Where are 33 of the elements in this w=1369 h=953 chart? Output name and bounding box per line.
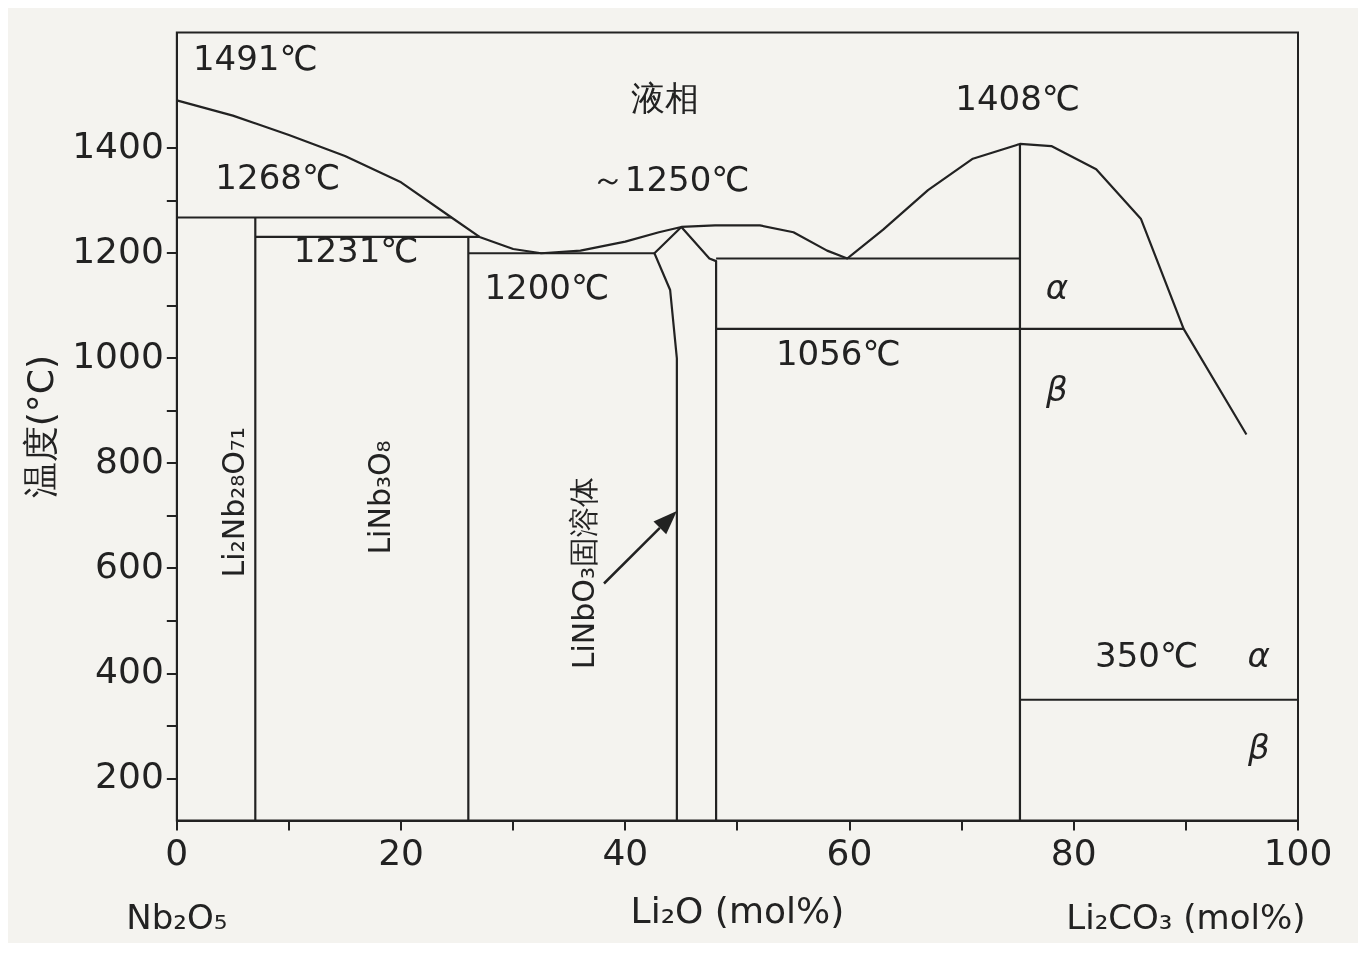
annotation: LiNbO₃固溶体 <box>565 477 601 670</box>
annotation: 350℃ <box>1095 634 1199 675</box>
annotation: ～1250℃ <box>590 159 750 200</box>
y-tick-label: 1200 <box>72 229 164 271</box>
y-tick-label: 400 <box>95 649 164 691</box>
x-tick-label: 0 <box>165 831 189 873</box>
annotation: 1056℃ <box>775 332 901 373</box>
annotation: LiNb₃O₈ <box>361 440 397 555</box>
annotation: α <box>1045 266 1069 307</box>
x-tick-label: 20 <box>378 831 424 873</box>
annotation: 1491℃ <box>192 38 318 79</box>
y-tick-label: 800 <box>95 439 164 481</box>
x-tick-label: 60 <box>826 831 873 873</box>
x-tick-label: 40 <box>602 831 649 873</box>
y-tick-label: 1400 <box>72 124 164 166</box>
text: Li₂CO₃ (mol%) <box>1066 897 1306 938</box>
annotation: β <box>1246 726 1270 767</box>
y-tick-label: 1000 <box>72 334 164 376</box>
x-axis-title: Li₂O (mol%) <box>630 889 845 931</box>
annotation: 1200℃ <box>484 266 610 307</box>
y-axis-title: 温度(°C) <box>19 354 61 499</box>
annotation: 液相 <box>630 77 699 118</box>
y-tick-label: 200 <box>95 754 164 796</box>
annotation: β <box>1045 369 1068 410</box>
x-tick-label: 80 <box>1050 831 1097 873</box>
annotation: Li₂Nb₂₈O₇₁ <box>216 427 252 578</box>
annotation: 1231℃ <box>293 230 419 271</box>
annotation: 1268℃ <box>215 156 341 197</box>
annotation: α <box>1247 634 1270 675</box>
text: Nb₂O₅ <box>126 897 228 938</box>
y-tick-label: 600 <box>95 544 164 586</box>
annotation: 1408℃ <box>955 77 1081 118</box>
x-tick-label: 100 <box>1263 831 1333 873</box>
